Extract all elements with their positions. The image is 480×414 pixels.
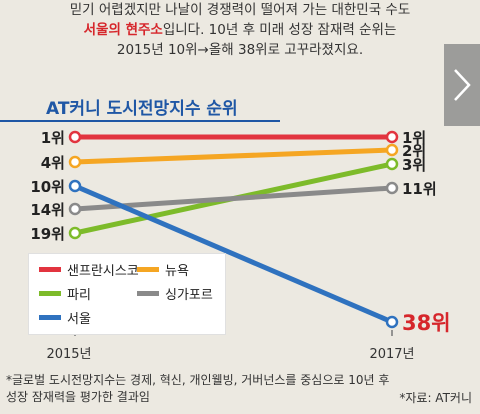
series-start-point-0 — [68, 130, 82, 144]
start-label-3: 14위 — [30, 201, 65, 219]
title-rule — [0, 120, 280, 122]
series-start-point-3 — [68, 202, 82, 216]
legend-swatch-3 — [137, 291, 159, 296]
start-label-4: 10위 — [30, 178, 65, 196]
source-note: *자료: AT커니 — [399, 391, 472, 405]
legend-item-3: 싱가포르 — [137, 284, 213, 303]
series-start-point-2 — [68, 226, 82, 240]
end-label-2: 3위 — [402, 156, 426, 174]
x-tick-label-2017: 2017년 — [369, 347, 414, 362]
chevron-right-icon — [454, 69, 471, 101]
end-label-1: 2위 — [402, 142, 426, 160]
series-end-point-0 — [385, 130, 399, 144]
start-label-0: 1위 — [41, 129, 65, 147]
intro-line-2-rest: 입니다. 10년 후 미래 성장 잠재력 순위는 — [162, 22, 397, 38]
start-label-1: 4위 — [41, 154, 65, 172]
legend-swatch-4 — [39, 315, 61, 320]
series-line-3 — [74, 185, 393, 212]
legend-label-4: 서울 — [67, 312, 91, 327]
legend-item-2: 파리 — [39, 284, 91, 303]
intro-line-2: 서울의 현주소입니다. 10년 후 미래 성장 잠재력 순위는 — [0, 20, 480, 40]
x-tick-label-2015: 2015년 — [46, 347, 91, 362]
intro-line-1: 믿기 어렵겠지만 나날이 경쟁력이 떨어져 가는 대한민국 수도 — [69, 2, 411, 18]
series-start-point-1 — [68, 155, 82, 169]
footnote-line-2: 성장 잠재력을 평가한 결과임 — [6, 390, 150, 404]
series-end-point-4 — [385, 315, 399, 329]
chart-title: AT커니 도시전망지수 순위 — [46, 99, 238, 119]
end-label-4: 38위 — [402, 311, 451, 335]
legend-swatch-0 — [39, 267, 61, 272]
series-line-1 — [74, 147, 393, 165]
intro-highlight: 서울의 현주소 — [83, 22, 163, 38]
legend-item-4: 서울 — [39, 308, 91, 327]
legend-swatch-1 — [137, 267, 159, 272]
series-end-point-2 — [385, 157, 399, 171]
legend-label-2: 파리 — [67, 288, 91, 303]
intro-line-3: 2015년 10위→올해 38위로 고꾸라졌지요. — [116, 42, 364, 58]
end-label-3: 11위 — [402, 180, 437, 198]
series-start-point-4 — [68, 179, 82, 193]
footnote-line-1: *글로벌 도시전망지수는 경제, 혁신, 개인웰빙, 거버넌스를 중심으로 10… — [6, 373, 390, 387]
legend-label-3: 싱가포르 — [165, 288, 213, 303]
next-slide-button[interactable] — [444, 44, 480, 126]
series-end-point-1 — [385, 143, 399, 157]
footnote: *글로벌 도시전망지수는 경제, 혁신, 개인웰빙, 거버넌스를 중심으로 10… — [6, 372, 474, 406]
legend-item-0: 샌프란시스코 — [39, 260, 139, 279]
start-label-2: 19위 — [30, 225, 65, 243]
series-line-4 — [74, 183, 393, 325]
legend-label-1: 뉴욕 — [165, 264, 189, 279]
series-end-point-3 — [385, 181, 399, 195]
intro-text: 믿기 어렵겠지만 나날이 경쟁력이 떨어져 가는 대한민국 수도 서울의 현주소… — [0, 0, 480, 60]
end-label-0: 1위 — [402, 129, 426, 147]
legend-label-0: 샌프란시스코 — [67, 264, 139, 279]
legend-item-1: 뉴욕 — [137, 260, 189, 279]
legend-swatch-2 — [39, 291, 61, 296]
